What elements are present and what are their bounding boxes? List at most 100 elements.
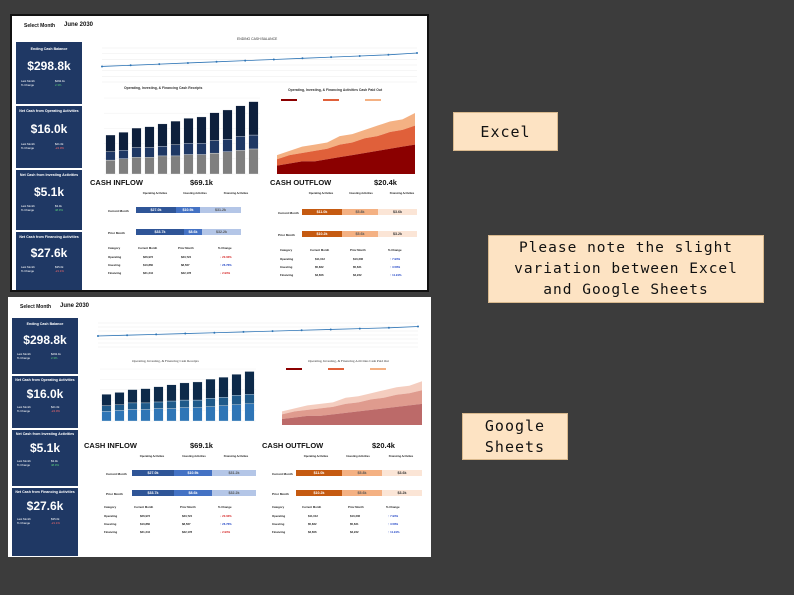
legend-swatch	[281, 99, 297, 101]
table-cell: $31,244	[140, 530, 151, 534]
outflow-current-financing: $3.6k	[378, 209, 417, 215]
inflow-current-investing: $10.9k	[176, 207, 200, 213]
select-month-value[interactable]: June 2030	[64, 22, 94, 28]
table-cell: Operating	[280, 257, 294, 261]
table-cell: Operating	[108, 255, 122, 259]
table-header: % Change	[388, 248, 402, 252]
receipts-chart-title: Operating, Investing, & Financing Cash R…	[132, 359, 199, 363]
kpi-row-value: $35.0k	[55, 265, 64, 269]
data-point	[129, 64, 132, 67]
table-cell: ↓ 2.90%	[220, 530, 231, 534]
data-point	[242, 330, 245, 333]
bar-segment	[170, 120, 181, 145]
bar-segment	[127, 402, 138, 410]
divider	[16, 104, 82, 106]
table-cell: ↑ 3.58%	[390, 265, 401, 269]
legend-financing: Financing Activities	[388, 455, 414, 458]
inflow-current-operating: $27.0k	[132, 470, 174, 476]
table-cell: $10,206	[350, 514, 361, 518]
kpi-row-label: % Change	[17, 521, 31, 525]
data-point	[244, 59, 247, 62]
bar-segment	[231, 404, 242, 422]
legend-investing: Investing Activities	[346, 455, 370, 458]
table-cell: ↑ 3.58%	[388, 522, 399, 526]
outflow-current-operating: $11.0k	[296, 470, 342, 476]
chart-svg	[104, 97, 260, 175]
bar-segment	[127, 389, 138, 404]
bar-segment	[118, 132, 129, 151]
data-point	[186, 61, 189, 64]
receipts-chart-title: Operating, Investing, & Financing Cash R…	[124, 86, 203, 90]
bar-segment	[192, 399, 203, 408]
bar-segment	[170, 155, 181, 175]
table-cell: ↑ 11.91%	[390, 273, 402, 277]
kpi-row-label: Last Month	[21, 265, 35, 269]
table-cell: $5,822	[308, 522, 317, 526]
receipts-bar-chart	[88, 365, 260, 431]
kpi-row-label: Last Month	[21, 204, 35, 208]
google-sheets-label-line2: Sheets	[484, 437, 546, 456]
cash-outflow-section: CASH OUTFLOW $20.4k Operating Activities…	[264, 176, 424, 288]
kpi-ending-cash: Ending Cash Balance $298.8k Last Month $2…	[16, 42, 82, 104]
bar-segment	[144, 157, 155, 175]
cash-outflow-title: CASH OUTFLOW	[262, 441, 324, 450]
kpi-row-label: % Change	[21, 83, 35, 87]
inflow-current-financing: $31.2k	[200, 207, 241, 213]
bar-segment	[127, 409, 138, 422]
legend-investing: Investing Activities	[183, 192, 207, 195]
receipts-bar-chart	[92, 94, 264, 184]
legend-swatch	[323, 99, 339, 101]
data-point	[184, 332, 187, 335]
ending-cash-line-chart	[84, 317, 424, 355]
bar-segment	[166, 384, 177, 402]
bar-segment	[231, 374, 242, 396]
table-cell: $10,206	[353, 257, 364, 261]
kpi-row-label: Last Month	[17, 517, 31, 521]
bar-segment	[140, 402, 151, 410]
bar-segment	[183, 154, 194, 175]
month-selector[interactable]: Select Month June 2030	[8, 297, 431, 319]
kpi-financing: Net Cash from Financing Activities $27.6…	[16, 232, 82, 290]
table-cell: $3,222	[353, 273, 362, 277]
inflow-prior-investing: $8.6k	[174, 490, 212, 496]
select-month-label: Select Month	[20, 304, 52, 310]
bar-segment	[179, 382, 190, 401]
table-header: % Change	[218, 505, 232, 509]
kpi-row-label: Last Month	[17, 405, 31, 409]
outflow-current-bar: $11.0k $5.8k $3.6k	[302, 209, 417, 215]
kpi-row-value: $21.0k	[51, 405, 60, 409]
table-cell: $26,972	[143, 255, 154, 259]
cash-outflow-total: $20.4k	[374, 178, 397, 187]
bar-segment	[101, 405, 112, 412]
kpi-row-label: % Change	[17, 463, 31, 467]
bar-segment	[131, 147, 142, 158]
month-selector[interactable]: Select Month June 2030	[12, 16, 427, 38]
bar-segment	[218, 405, 229, 422]
kpi-value: $16.0k	[30, 122, 68, 136]
data-point	[271, 330, 274, 333]
area-layer	[282, 403, 422, 425]
data-point	[215, 60, 218, 63]
kpi-row-label: % Change	[17, 409, 31, 413]
kpi-row-value: -21.1%	[55, 269, 64, 273]
kpi-title: Net Cash from Operating Activities	[15, 378, 75, 382]
excel-label: Excel	[453, 112, 558, 151]
data-point	[97, 335, 99, 338]
kpi-value: $5.1k	[29, 441, 61, 455]
chart-svg	[100, 368, 256, 422]
table-cell: $32,178	[182, 530, 193, 534]
google-sheets-label-line1: Google	[484, 416, 546, 435]
bar-segment	[157, 146, 168, 157]
inflow-prior-operating: $33.7k	[136, 229, 184, 235]
bar-segment	[179, 407, 190, 422]
bar-segment	[105, 151, 116, 161]
table-header: % Change	[386, 505, 400, 509]
table-header: Prior Month	[180, 505, 196, 509]
chart-svg	[277, 99, 415, 174]
legend-swatch	[286, 368, 302, 370]
kpi-row-value: -24.0%	[55, 146, 64, 150]
table-header: Prior Month	[350, 248, 366, 252]
paidout-area-chart	[274, 365, 426, 433]
google-sheets-label: Google Sheets	[462, 413, 568, 460]
select-month-value[interactable]: June 2030	[60, 303, 90, 309]
